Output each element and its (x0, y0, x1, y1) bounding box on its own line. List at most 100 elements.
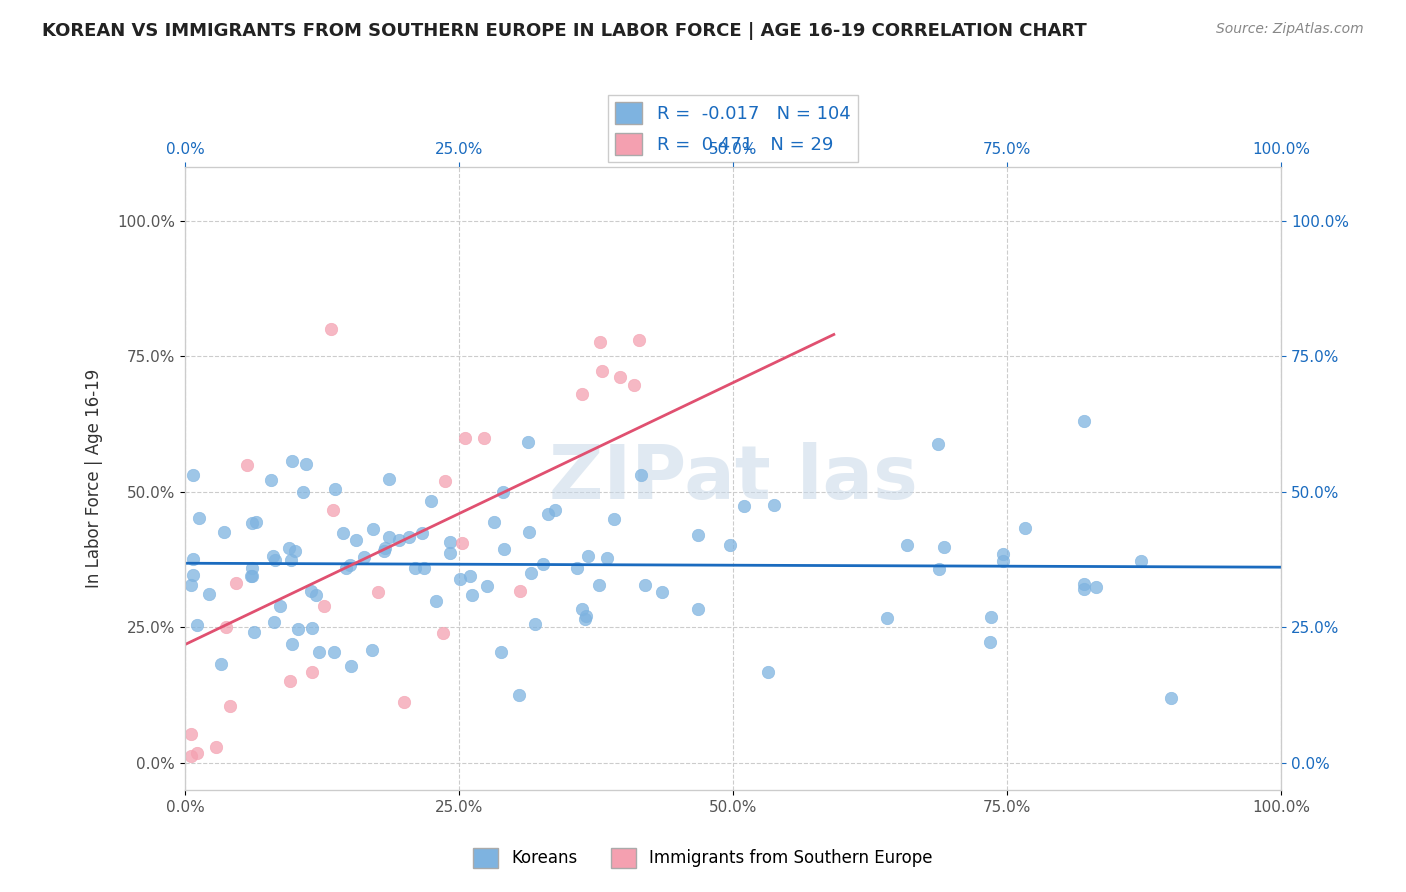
Point (768, 94, 790, 108)
Point (439, 546, 461, 560)
Point (589, 335, 612, 350)
Legend: R =  -0.017   N = 104, R =  0.471   N = 29: R = -0.017 N = 104, R = 0.471 N = 29 (609, 95, 858, 162)
Point (287, 622, 309, 636)
Point (720, 538, 742, 552)
Point (209, 806, 232, 821)
Point (1073, 577, 1095, 591)
Point (980, 610, 1002, 624)
Point (491, 645, 513, 659)
Point (181, 468, 204, 483)
Point (609, 370, 631, 384)
Point (472, 431, 495, 445)
Point (278, 674, 301, 689)
Point (531, 557, 554, 571)
Point (433, 475, 456, 489)
Point (688, 528, 710, 542)
Point (353, 550, 375, 565)
Legend: Koreans, Immigrants from Southern Europe: Koreans, Immigrants from Southern Europe (467, 841, 939, 875)
Point (240, 560, 263, 574)
Point (588, 577, 610, 591)
Point (454, 431, 477, 445)
Point (1014, 521, 1036, 535)
Point (374, 541, 396, 555)
Point (1073, 414, 1095, 428)
Point (876, 611, 898, 625)
Point (477, 579, 499, 593)
Point (388, 533, 411, 548)
Point (332, 525, 354, 540)
Point (186, 617, 208, 632)
Point (301, 665, 323, 679)
Point (449, 572, 471, 586)
Point (439, 535, 461, 549)
Point (928, 562, 950, 576)
Point (591, 364, 613, 378)
Point (301, 621, 323, 635)
Point (323, 645, 346, 659)
Point (269, 599, 291, 613)
Point (240, 569, 263, 583)
Point (260, 473, 283, 487)
Text: ZIPat las: ZIPat las (548, 442, 917, 515)
Point (1160, 690, 1182, 705)
Point (398, 530, 420, 544)
Point (214, 524, 236, 539)
Point (281, 637, 304, 651)
Point (367, 585, 389, 599)
Point (308, 644, 330, 658)
Point (432, 625, 454, 640)
Point (932, 541, 955, 555)
Point (412, 561, 434, 575)
Point (378, 530, 401, 544)
Point (575, 609, 598, 624)
Point (219, 699, 242, 714)
Point (492, 542, 515, 557)
Point (544, 503, 567, 517)
Point (181, 551, 204, 566)
Point (623, 378, 645, 392)
Point (927, 436, 949, 450)
Point (281, 454, 304, 468)
Point (277, 541, 299, 555)
Point (458, 569, 481, 583)
Point (180, 727, 202, 741)
Point (245, 515, 267, 529)
Point (571, 602, 593, 616)
Point (240, 516, 263, 531)
Point (305, 588, 328, 602)
Point (404, 561, 426, 575)
Point (524, 617, 547, 632)
Point (576, 549, 599, 563)
Point (299, 584, 322, 599)
Point (425, 594, 447, 608)
Point (280, 553, 302, 567)
Text: Source: ZipAtlas.com: Source: ZipAtlas.com (1216, 22, 1364, 37)
Point (243, 625, 266, 640)
Point (186, 746, 208, 760)
Point (181, 568, 204, 582)
Point (291, 485, 314, 500)
Point (517, 525, 540, 540)
Point (688, 602, 710, 616)
Point (492, 485, 515, 500)
Point (340, 659, 363, 673)
Point (634, 577, 657, 591)
Point (537, 507, 560, 521)
Point (209, 657, 232, 671)
Point (1129, 554, 1152, 568)
Point (361, 643, 384, 657)
Point (373, 544, 395, 558)
Point (378, 471, 401, 485)
Point (295, 457, 318, 471)
Point (1073, 582, 1095, 597)
Point (519, 566, 541, 580)
Point (762, 498, 785, 512)
Point (419, 494, 441, 508)
Point (323, 482, 346, 496)
Point (508, 689, 530, 703)
Point (392, 695, 415, 709)
Point (574, 611, 596, 625)
Point (215, 620, 238, 634)
Point (991, 554, 1014, 568)
Point (322, 502, 344, 516)
